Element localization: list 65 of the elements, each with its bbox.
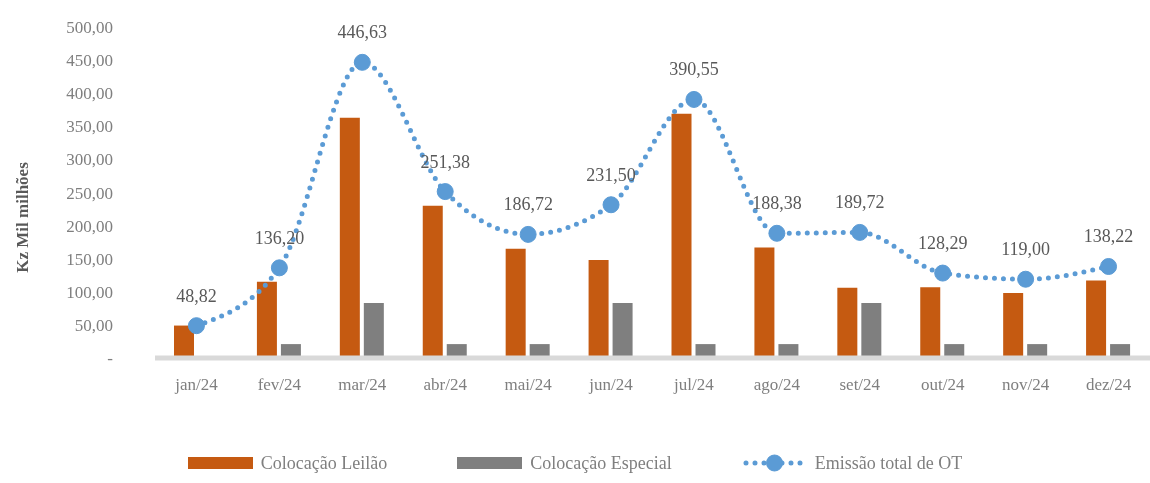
- y-tick-label: 500,00: [66, 18, 113, 38]
- y-tick-label: 100,00: [66, 282, 113, 302]
- x-tick-label: out/24: [920, 375, 965, 395]
- y-tick-label: 400,00: [66, 84, 113, 104]
- y-tick-label: 450,00: [66, 51, 113, 71]
- bar: [754, 247, 775, 358]
- data-label: 119,00: [1001, 239, 1051, 260]
- y-tick-label: 200,00: [66, 216, 113, 236]
- point: [1017, 270, 1035, 288]
- x-tick-label: dez/24: [1085, 375, 1132, 395]
- data-label: 231,50: [586, 164, 636, 185]
- data-label: 136,20: [254, 227, 305, 248]
- point: [353, 53, 371, 71]
- data-label: 48,82: [176, 285, 217, 306]
- x-tick-label: jun/24: [588, 375, 634, 395]
- x-tick-label: jan/24: [174, 375, 219, 395]
- x-tick-label: set/24: [839, 375, 881, 395]
- data-label: 189,72: [835, 192, 885, 213]
- y-axis-title: Kz Mil milhões: [12, 161, 32, 273]
- x-tick-label: ago/24: [753, 375, 801, 395]
- x-tick-label: abr/24: [423, 375, 468, 395]
- data-label: 186,72: [503, 194, 553, 215]
- point: [685, 90, 703, 108]
- data-label: 251,38: [420, 151, 470, 172]
- legend-label: Colocação Leilão: [260, 452, 388, 473]
- y-tick-label: 150,00: [66, 249, 113, 269]
- data-label: 138,22: [1083, 226, 1134, 247]
- point: [1100, 258, 1118, 275]
- y-tick-label: 350,00: [66, 117, 113, 137]
- legend-label: Emissão total de OT: [814, 452, 963, 473]
- data-label: 128,29: [917, 233, 968, 254]
- x-tick-label: fev/24: [257, 375, 302, 395]
- y-tick-label: 300,00: [66, 150, 113, 170]
- bar: [1086, 280, 1107, 358]
- bar: [920, 287, 941, 358]
- y-tick-label: 250,00: [66, 183, 113, 203]
- bar: [256, 281, 277, 358]
- bar: [1003, 293, 1024, 358]
- x-tick-label: mar/24: [338, 375, 387, 395]
- point: [768, 224, 786, 242]
- bar: [671, 113, 692, 358]
- data-label: 188,38: [752, 193, 802, 214]
- point: [602, 196, 620, 214]
- bar: [363, 303, 384, 358]
- bar: [422, 205, 443, 358]
- bar: [505, 248, 526, 358]
- point: [519, 225, 537, 243]
- bar: [837, 287, 858, 358]
- y-tick-label: -: [107, 349, 114, 369]
- point: [851, 223, 869, 241]
- x-tick-label: nov/24: [1002, 375, 1050, 395]
- data-label: 446,63: [337, 22, 388, 43]
- y-tick-label: 50,00: [74, 315, 113, 335]
- point: [934, 264, 952, 282]
- data-label: 390,55: [669, 59, 719, 80]
- bar: [612, 303, 633, 358]
- bar: [339, 117, 360, 358]
- point: [270, 259, 288, 277]
- legend-label: Colocação Especial: [530, 452, 672, 473]
- x-tick-label: mai/24: [504, 375, 553, 395]
- x-tick-label: jul/24: [673, 375, 715, 395]
- point: [187, 317, 205, 335]
- point: [436, 183, 454, 201]
- bar: [861, 303, 882, 358]
- bar: [588, 260, 609, 358]
